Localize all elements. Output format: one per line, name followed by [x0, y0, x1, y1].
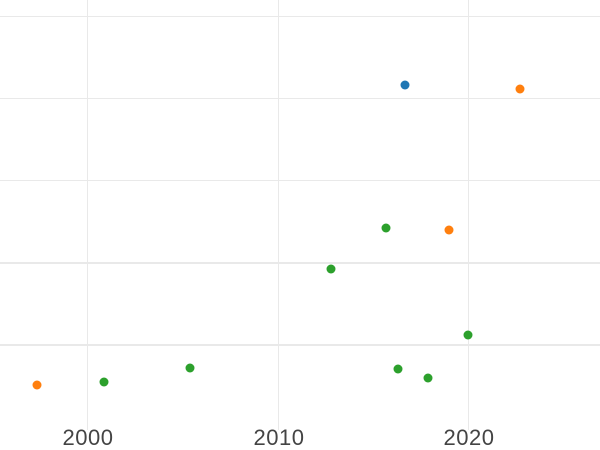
- data-point-series-green: [423, 373, 433, 383]
- data-point-series-green: [381, 223, 391, 233]
- x-tick-label-2020: 2020: [443, 425, 495, 450]
- data-point-series-orange: [515, 84, 525, 94]
- horizontal-gridline: [0, 179, 600, 182]
- vertical-gridline-2020: [467, 0, 470, 426]
- x-tick-mark: [86, 425, 88, 430]
- data-point-series-green: [185, 363, 195, 373]
- vertical-gridline-2010: [277, 0, 280, 426]
- data-point-series-green: [463, 330, 473, 340]
- x-tick-label-2000: 2000: [62, 425, 114, 450]
- vertical-gridline-2000: [86, 0, 88, 426]
- x-tick-label-2010: 2010: [253, 425, 305, 450]
- data-point-series-green: [99, 377, 109, 387]
- data-point-series-orange: [444, 225, 454, 235]
- data-point-series-green: [393, 364, 403, 374]
- x-tick-mark: [467, 425, 470, 430]
- horizontal-gridline: [0, 262, 600, 264]
- horizontal-gridline: [0, 344, 600, 346]
- horizontal-gridline: [0, 15, 600, 17]
- data-point-series-green: [326, 264, 336, 274]
- data-point-series-blue: [400, 80, 410, 90]
- data-point-series-orange: [32, 380, 42, 390]
- horizontal-gridline: [0, 97, 600, 100]
- x-tick-mark: [277, 425, 280, 430]
